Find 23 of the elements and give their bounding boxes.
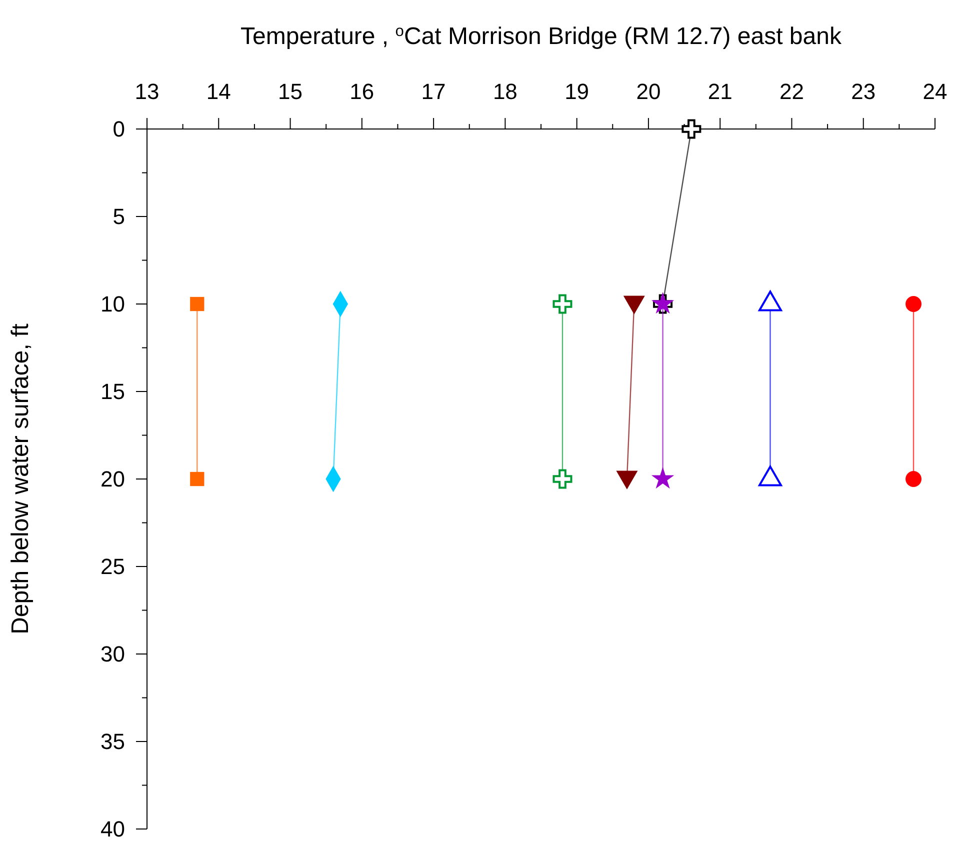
x-tick-label: 16 xyxy=(350,79,374,104)
x-tick-label: 22 xyxy=(779,79,804,104)
y-tick-label: 0 xyxy=(112,116,125,142)
y-tick-label: 20 xyxy=(100,466,125,492)
x-tick-label: 20 xyxy=(636,79,661,104)
x-tick-label: 13 xyxy=(134,79,160,104)
x-tick-label: 14 xyxy=(206,79,231,104)
y-axis-title: Depth below water surface, ft xyxy=(7,323,34,634)
y-tick-label: 40 xyxy=(100,816,125,842)
y-tick-label: 30 xyxy=(100,642,125,667)
x-tick-label: 24 xyxy=(922,79,948,104)
x-tick-label: 15 xyxy=(278,79,303,104)
y-tick-label: 5 xyxy=(112,204,125,230)
x-tick-label: 21 xyxy=(708,79,732,104)
y-tick-label: 35 xyxy=(100,729,125,754)
y-tick-label: 25 xyxy=(100,554,125,580)
x-tick-label: 19 xyxy=(564,79,590,104)
x-tick-label: 17 xyxy=(421,79,446,104)
x-tick-label: 18 xyxy=(492,79,518,104)
y-tick-label: 15 xyxy=(100,379,125,404)
y-tick-label: 10 xyxy=(100,292,125,317)
x-tick-label: 23 xyxy=(851,79,876,104)
x-axis-title: Temperature , $^{o}$Cat Morrison Bridge (RM 12.7) east bank xyxy=(240,22,842,50)
